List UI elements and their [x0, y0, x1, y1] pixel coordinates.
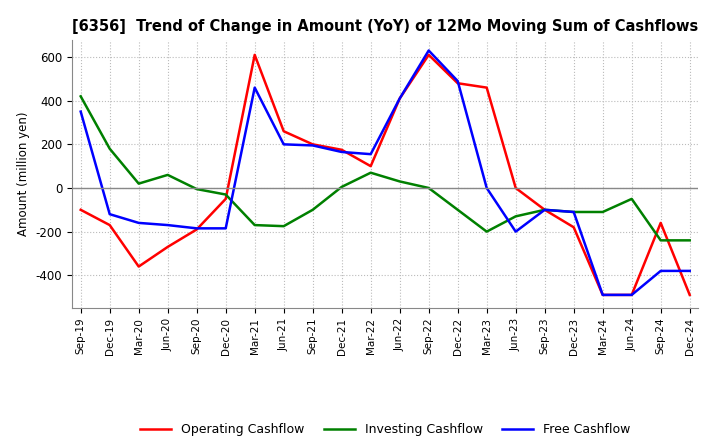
Free Cashflow: [163, 223, 172, 228]
Investing Cashflow: [366, 170, 375, 176]
Investing Cashflow: [657, 238, 665, 243]
Free Cashflow: [511, 229, 520, 234]
Investing Cashflow: [221, 192, 230, 197]
Operating Cashflow: [76, 207, 85, 213]
Investing Cashflow: [251, 223, 259, 228]
Free Cashflow: [424, 48, 433, 53]
Investing Cashflow: [135, 181, 143, 186]
Operating Cashflow: [163, 244, 172, 249]
Free Cashflow: [338, 149, 346, 154]
Investing Cashflow: [279, 224, 288, 229]
Free Cashflow: [221, 226, 230, 231]
Operating Cashflow: [192, 227, 201, 232]
Operating Cashflow: [395, 96, 404, 101]
Investing Cashflow: [598, 209, 607, 215]
Investing Cashflow: [76, 94, 85, 99]
Investing Cashflow: [308, 207, 317, 213]
Investing Cashflow: [454, 207, 462, 213]
Operating Cashflow: [511, 185, 520, 191]
Investing Cashflow: [685, 238, 694, 243]
Free Cashflow: [395, 96, 404, 101]
Operating Cashflow: [482, 85, 491, 90]
Operating Cashflow: [135, 264, 143, 269]
Line: Operating Cashflow: Operating Cashflow: [81, 55, 690, 295]
Free Cashflow: [308, 143, 317, 148]
Operating Cashflow: [366, 164, 375, 169]
Free Cashflow: [570, 209, 578, 215]
Legend: Operating Cashflow, Investing Cashflow, Free Cashflow: Operating Cashflow, Investing Cashflow, …: [135, 418, 635, 440]
Operating Cashflow: [541, 207, 549, 213]
Y-axis label: Amount (million yen): Amount (million yen): [17, 112, 30, 236]
Operating Cashflow: [105, 223, 114, 228]
Investing Cashflow: [105, 146, 114, 151]
Investing Cashflow: [192, 187, 201, 192]
Investing Cashflow: [395, 179, 404, 184]
Free Cashflow: [685, 268, 694, 274]
Investing Cashflow: [627, 196, 636, 202]
Operating Cashflow: [570, 225, 578, 230]
Operating Cashflow: [221, 196, 230, 202]
Free Cashflow: [454, 78, 462, 84]
Free Cashflow: [541, 207, 549, 213]
Free Cashflow: [105, 212, 114, 217]
Investing Cashflow: [541, 207, 549, 213]
Investing Cashflow: [338, 184, 346, 190]
Free Cashflow: [366, 151, 375, 157]
Operating Cashflow: [657, 220, 665, 226]
Investing Cashflow: [163, 172, 172, 177]
Free Cashflow: [598, 292, 607, 297]
Free Cashflow: [627, 292, 636, 297]
Free Cashflow: [279, 142, 288, 147]
Free Cashflow: [192, 226, 201, 231]
Free Cashflow: [251, 85, 259, 90]
Investing Cashflow: [570, 209, 578, 215]
Operating Cashflow: [338, 147, 346, 152]
Operating Cashflow: [424, 52, 433, 58]
Investing Cashflow: [424, 185, 433, 191]
Line: Investing Cashflow: Investing Cashflow: [81, 96, 690, 240]
Operating Cashflow: [251, 52, 259, 58]
Operating Cashflow: [308, 142, 317, 147]
Operating Cashflow: [454, 81, 462, 86]
Free Cashflow: [135, 220, 143, 226]
Investing Cashflow: [511, 214, 520, 219]
Free Cashflow: [657, 268, 665, 274]
Title: [6356]  Trend of Change in Amount (YoY) of 12Mo Moving Sum of Cashflows: [6356] Trend of Change in Amount (YoY) o…: [72, 19, 698, 34]
Free Cashflow: [76, 109, 85, 114]
Operating Cashflow: [598, 292, 607, 297]
Operating Cashflow: [279, 128, 288, 134]
Line: Free Cashflow: Free Cashflow: [81, 51, 690, 295]
Operating Cashflow: [685, 292, 694, 297]
Free Cashflow: [482, 185, 491, 191]
Operating Cashflow: [627, 292, 636, 297]
Investing Cashflow: [482, 229, 491, 234]
